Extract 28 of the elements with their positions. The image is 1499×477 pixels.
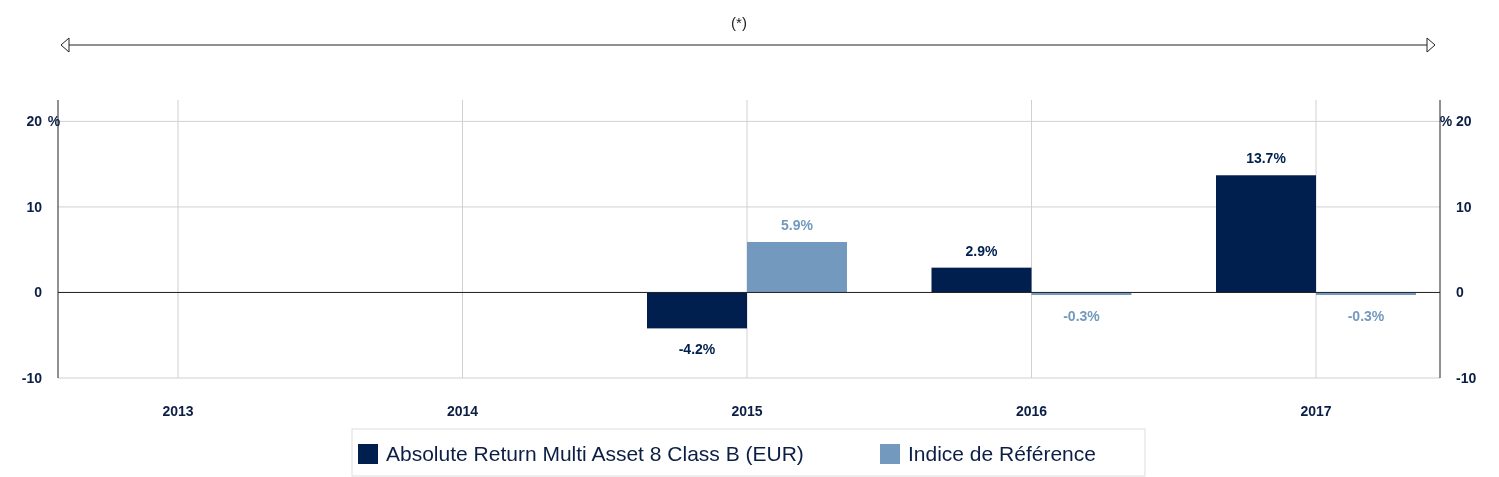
data-label: 13.7% xyxy=(1246,150,1287,167)
data-label: 5.9% xyxy=(781,216,814,233)
y2-tick-label: 20 xyxy=(1456,113,1472,130)
bar xyxy=(647,292,747,329)
y2-axis-title: % xyxy=(1439,113,1453,130)
y2-tick-label: 0 xyxy=(1456,284,1464,301)
x-tick-label: 2013 xyxy=(162,403,194,419)
y-tick-label: 0 xyxy=(34,284,43,301)
y2-tick-label: -10 xyxy=(1456,370,1477,386)
y-tick-label: -10 xyxy=(21,370,43,386)
data-label: -0.3% xyxy=(1347,308,1385,325)
x-tick-label: 2017 xyxy=(1300,403,1332,419)
data-label: 2.9% xyxy=(965,242,998,259)
y-tick-label: 10 xyxy=(26,198,43,215)
text: (*) xyxy=(731,14,747,31)
data-label: -4.2% xyxy=(678,341,716,358)
y2-tick-label: 10 xyxy=(1456,198,1472,215)
bar xyxy=(931,267,1032,293)
legend-label: Absolute Return Multi Asset 8 Class B (EUR) xyxy=(386,442,804,465)
x-tick-label: 2014 xyxy=(446,403,479,419)
bar xyxy=(747,241,847,293)
data-label: -0.3% xyxy=(1063,308,1101,325)
x-tick-label: 2016 xyxy=(1015,403,1048,419)
y-axis-title: % xyxy=(47,113,61,130)
legend-label: Indice de Référence xyxy=(908,442,1096,465)
x-tick-label: 2015 xyxy=(731,403,763,419)
bar xyxy=(1216,175,1316,293)
y-tick-label: 20 xyxy=(26,113,43,130)
